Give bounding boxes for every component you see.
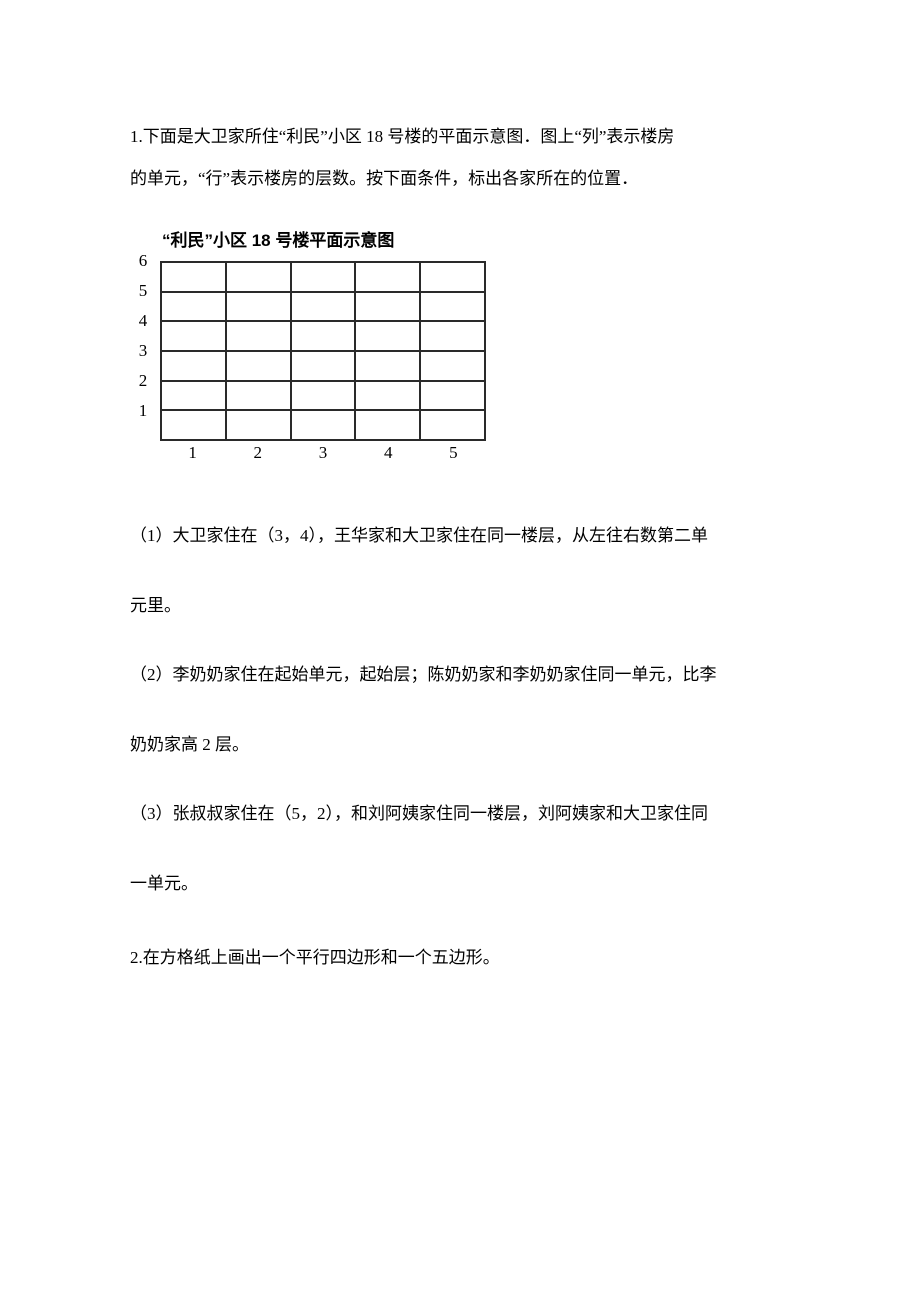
- grid-cell: [227, 352, 292, 380]
- grid-cell: [356, 322, 421, 350]
- sub-question-3-line2: 一单元。: [130, 854, 800, 914]
- y-label: 1: [130, 401, 156, 431]
- y-label: 5: [130, 281, 156, 311]
- grid-cell: [292, 322, 357, 350]
- grid-cell: [162, 322, 227, 350]
- grid-cell: [162, 352, 227, 380]
- grid-cell: [356, 382, 421, 410]
- y-label: 6: [130, 251, 156, 281]
- grid-cell: [162, 382, 227, 410]
- y-label: 4: [130, 311, 156, 341]
- grid-cell: [356, 293, 421, 321]
- grid-cell: [421, 352, 484, 380]
- grid-cell: [421, 382, 484, 410]
- grid-cell: [227, 293, 292, 321]
- sub-question-2-line1: （2）李奶奶家住在起始单元，起始层；陈奶奶家和李奶奶家住同一单元，比李: [130, 645, 800, 705]
- grid-cell: [227, 263, 292, 291]
- grid-row: [162, 380, 484, 410]
- x-label: 4: [356, 443, 421, 465]
- sub-question-1-line1: （1）大卫家住在（3，4），王华家和大卫家住在同一楼层，从左往右数第二单: [130, 506, 800, 566]
- grid-cell: [227, 411, 292, 439]
- problem-2: 2.在方格纸上画出一个平行四边形和一个五边形。: [130, 941, 800, 975]
- grid-cell: [162, 293, 227, 321]
- problem-1: 1.下面是大卫家所住“利民”小区 18 号楼的平面示意图．图上“列”表示楼房 的…: [130, 120, 800, 913]
- x-label: 1: [160, 443, 225, 465]
- grid-chart: 1 2 3 4 5 6: [130, 261, 510, 461]
- grid-cell: [162, 411, 227, 439]
- x-label: 5: [421, 443, 486, 465]
- grid-cell: [421, 411, 484, 439]
- y-axis-labels: 1 2 3 4 5 6: [130, 261, 156, 441]
- grid-row: [162, 263, 484, 291]
- y-label: 2: [130, 371, 156, 401]
- problem-1-intro-line2: 的单元，“行”表示楼房的层数。按下面条件，标出各家所在的位置．: [130, 162, 800, 196]
- grid-cell: [292, 382, 357, 410]
- sub-question-3-line1: （3）张叔叔家住在（5，2），和刘阿姨家住同一楼层，刘阿姨家和大卫家住同: [130, 784, 800, 844]
- grid-cell: [292, 293, 357, 321]
- sub-question-2-line2: 奶奶家高 2 层。: [130, 715, 800, 775]
- grid-cell: [227, 322, 292, 350]
- grid-cell: [292, 352, 357, 380]
- grid-row: [162, 320, 484, 350]
- grid-cell: [421, 293, 484, 321]
- x-axis-labels: 1 2 3 4 5: [160, 443, 486, 465]
- grid-cell: [292, 263, 357, 291]
- sub-question-1-line2: 元里。: [130, 576, 800, 636]
- x-label: 2: [225, 443, 290, 465]
- y-label: 3: [130, 341, 156, 371]
- grid-body: [160, 261, 486, 441]
- grid-row: [162, 291, 484, 321]
- grid-cell: [356, 263, 421, 291]
- chart-title: “利民”小区 18 号楼平面示意图: [162, 226, 800, 251]
- x-label: 3: [290, 443, 355, 465]
- grid-cell: [356, 352, 421, 380]
- grid-cell: [421, 322, 484, 350]
- grid-cell: [421, 263, 484, 291]
- grid-row: [162, 409, 484, 439]
- grid-cell: [292, 411, 357, 439]
- grid-row: [162, 350, 484, 380]
- problem-2-text: 2.在方格纸上画出一个平行四边形和一个五边形。: [130, 941, 800, 975]
- grid-cell: [227, 382, 292, 410]
- problem-1-intro-line1: 1.下面是大卫家所住“利民”小区 18 号楼的平面示意图．图上“列”表示楼房: [130, 120, 800, 154]
- grid-cell: [162, 263, 227, 291]
- grid-cell: [356, 411, 421, 439]
